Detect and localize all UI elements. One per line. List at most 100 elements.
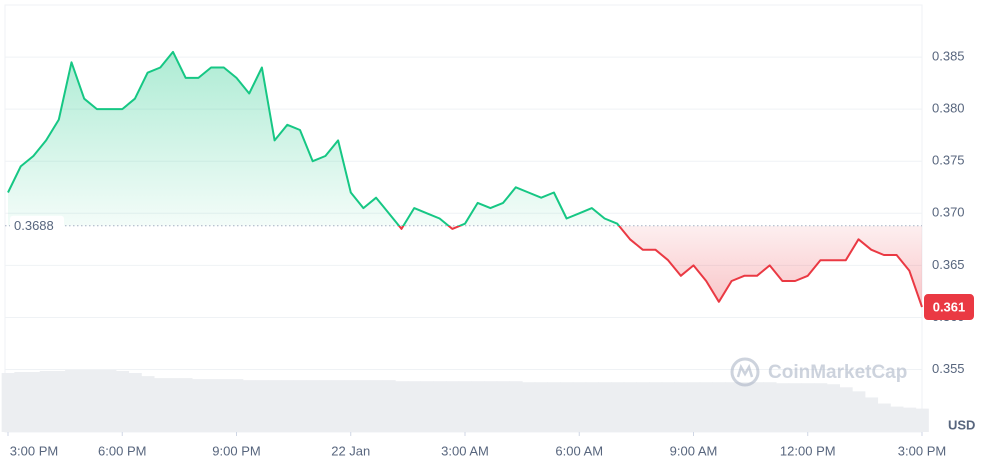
volume-bar (420, 381, 434, 432)
volume-bar (293, 380, 307, 432)
volume-bar (357, 380, 371, 432)
volume-bar (610, 382, 625, 432)
volume-bar (509, 381, 523, 432)
baseline-label: 0.3688 (14, 218, 54, 233)
volume-bar (115, 371, 130, 432)
volume-bar (750, 382, 764, 432)
labels: 0.3550.3600.3650.3700.3750.3800.3850.368… (7, 49, 974, 458)
volume-bar (39, 371, 53, 432)
price-area (8, 51, 922, 308)
volume-bar (445, 381, 460, 432)
volume-bar (14, 372, 28, 432)
volume-bar (839, 387, 853, 432)
volume-bar (166, 378, 180, 432)
x-tick-label: 12:00 PM (780, 443, 836, 458)
x-tick-label: 9:00 PM (212, 443, 260, 458)
volume (1, 370, 929, 432)
x-tick-label: 3:00 PM (898, 443, 946, 458)
volume-bar (103, 370, 117, 432)
price-line (7, 50, 923, 308)
volume-bar (852, 391, 866, 432)
volume-bar (814, 383, 828, 432)
volume-bar (674, 382, 688, 432)
volume-bar (280, 380, 295, 432)
volume-bar (649, 382, 663, 432)
volume-bar (496, 381, 510, 432)
x-tick-label: 9:00 AM (670, 443, 718, 458)
volume-bar (877, 403, 891, 432)
volume-bar (788, 383, 802, 432)
y-tick-label: 0.380 (932, 101, 965, 116)
volume-bar (90, 370, 104, 432)
volume-bar (890, 406, 904, 432)
x-tick-label: 6:00 PM (98, 443, 146, 458)
volume-bar (623, 382, 637, 432)
x-tick-label: 6:00 AM (555, 443, 603, 458)
volume-bar (331, 380, 345, 432)
volume-bar (585, 382, 599, 432)
volume-bar (801, 383, 815, 432)
volume-bar (547, 382, 561, 432)
volume-bar (306, 380, 320, 432)
volume-bar (65, 370, 79, 432)
volume-bar (712, 382, 726, 432)
volume-bar (230, 379, 244, 432)
volume-bar (484, 381, 498, 432)
volume-bar (776, 383, 790, 432)
y-tick-label: 0.370 (932, 205, 965, 220)
volume-bar (598, 382, 612, 432)
volume-bar (522, 382, 536, 432)
volume-bar (128, 373, 142, 432)
x-tick-label: 3:00 PM (10, 443, 58, 458)
volume-bar (661, 382, 675, 432)
volume-bar (382, 380, 396, 432)
volume-bar (699, 382, 714, 432)
volume-bar (52, 371, 66, 432)
volume-bar (433, 381, 447, 432)
y-tick-label: 0.375 (932, 153, 965, 168)
volume-bar (572, 382, 587, 432)
unit-label: USD (948, 417, 975, 432)
volume-bar (902, 407, 917, 432)
watermark-text: CoinMarketCap (768, 362, 907, 383)
volume-bar (369, 380, 383, 432)
volume-bar (1, 373, 15, 432)
volume-bar (141, 376, 155, 432)
volume-bar (217, 379, 231, 432)
plot (5, 50, 923, 308)
volume-bar (636, 382, 650, 432)
volume-bar (687, 382, 701, 432)
y-tick-label: 0.365 (932, 257, 965, 272)
current-price-bg (924, 294, 974, 321)
volume-bar (737, 382, 752, 432)
volume-bar (268, 380, 282, 432)
volume-bar (242, 380, 257, 432)
y-tick-label: 0.385 (932, 49, 965, 64)
volume-bar (407, 381, 422, 432)
baseline-label-bg (10, 215, 64, 236)
volume-bar (77, 370, 92, 432)
volume-bar (192, 379, 206, 432)
volume-bar (826, 384, 840, 432)
volume-bar (395, 381, 409, 432)
volume-bar (179, 378, 193, 432)
volume-bar (725, 382, 739, 432)
current-price-label: 0.361 (933, 299, 966, 314)
volume-bar (458, 381, 472, 432)
volume-bar (153, 378, 168, 432)
volume-bar (319, 380, 333, 432)
volume-bar (534, 382, 549, 432)
volume-bar (255, 380, 269, 432)
y-tick-label: 0.355 (932, 361, 965, 376)
volume-bar (471, 381, 485, 432)
watermark: CoinMarketCap (730, 357, 907, 387)
volume-bar (27, 372, 41, 432)
volume-bar (864, 397, 879, 432)
volume-bar (915, 408, 929, 432)
volume-bar (763, 382, 777, 432)
volume-bar (204, 379, 218, 432)
x-tick-label: 3:00 AM (441, 443, 489, 458)
x-tick-label: 22 Jan (331, 443, 370, 458)
volume-bar (560, 382, 574, 432)
